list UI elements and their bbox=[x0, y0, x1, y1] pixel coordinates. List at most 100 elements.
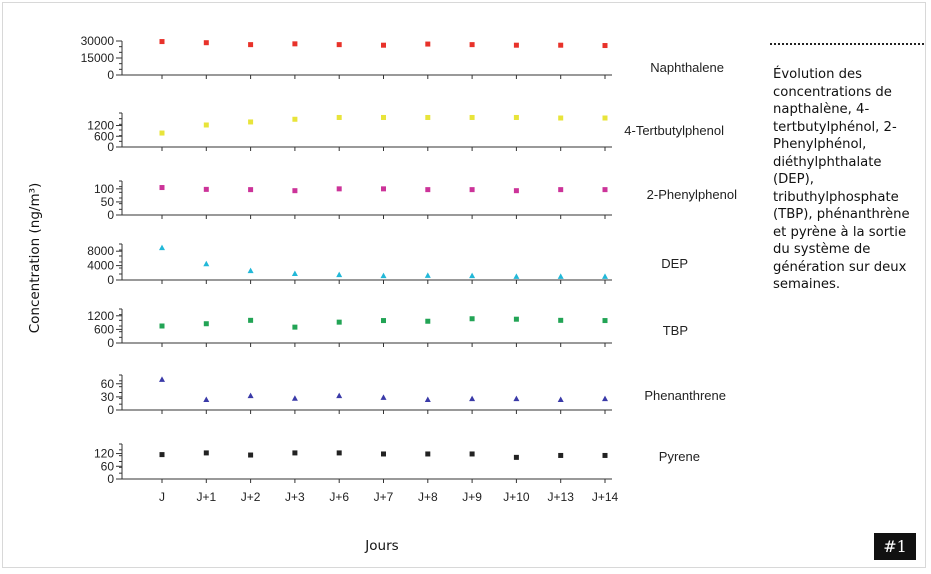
pyrene-point bbox=[558, 452, 564, 458]
naphthalene-y-tick-label: 0 bbox=[107, 68, 114, 82]
tbp-point bbox=[469, 316, 475, 322]
dep-point bbox=[203, 260, 210, 267]
4-tertbutylphenol-point bbox=[203, 122, 209, 128]
2-phenylphenol-series-label: 2-Phenylphenol bbox=[647, 187, 737, 202]
phenanthrene-y-tick-label: 60 bbox=[101, 377, 115, 391]
2-phenylphenol-point bbox=[469, 187, 475, 193]
tbp-point bbox=[513, 316, 519, 322]
4-tertbutylphenol-point bbox=[292, 116, 298, 122]
4-tertbutylphenol-point bbox=[248, 119, 254, 125]
naphthalene-y-tick-label: 30000 bbox=[81, 34, 115, 48]
pyrene-point bbox=[159, 452, 165, 458]
4-tertbutylphenol-y-tick-label: 1200 bbox=[87, 119, 114, 133]
pyrene-point bbox=[602, 452, 608, 458]
phenanthrene-point bbox=[513, 395, 520, 402]
phenanthrene-point bbox=[602, 395, 608, 402]
phenanthrene-point bbox=[469, 395, 476, 402]
4-tertbutylphenol-point bbox=[336, 114, 342, 120]
tbp-y-tick-label: 0 bbox=[107, 336, 114, 350]
2-phenylphenol-point bbox=[381, 186, 386, 192]
tbp-point bbox=[336, 319, 342, 325]
phenanthrene-point bbox=[291, 395, 298, 401]
tbp-point bbox=[248, 317, 254, 323]
2-phenylphenol-point bbox=[558, 187, 564, 193]
phenanthrene-point bbox=[336, 392, 343, 399]
2-phenylphenol-point bbox=[602, 187, 608, 193]
dep-point bbox=[602, 273, 608, 279]
dep-point bbox=[247, 267, 254, 274]
phenanthrene-point bbox=[159, 376, 165, 382]
tbp-point bbox=[203, 321, 209, 327]
2-phenylphenol-point bbox=[203, 186, 209, 192]
phenanthrene-y-tick-label: 30 bbox=[101, 390, 115, 404]
phenanthrene-y-tick-label: 0 bbox=[107, 403, 114, 417]
x-tick-label: J+6 bbox=[329, 490, 349, 504]
naphthalene-point bbox=[381, 42, 386, 48]
pyrene-point bbox=[292, 450, 298, 456]
dep-y-tick-label: 0 bbox=[107, 273, 114, 287]
tbp-point bbox=[602, 318, 608, 324]
dep-y-tick-label: 4000 bbox=[87, 259, 114, 273]
phenanthrene-series-label: Phenanthrene bbox=[644, 388, 726, 403]
2-phenylphenol-point bbox=[159, 185, 165, 191]
4-tertbutylphenol-point bbox=[469, 114, 475, 120]
pyrene-y-tick-label: 120 bbox=[94, 447, 114, 461]
4-tertbutylphenol-series-label: 4-Tertbutylphenol bbox=[624, 123, 724, 138]
2-phenylphenol-point bbox=[248, 187, 254, 193]
tbp-point bbox=[159, 323, 165, 329]
2-phenylphenol-y-tick-label: 100 bbox=[94, 182, 114, 196]
x-tick-label: J+2 bbox=[241, 490, 261, 504]
figure-caption: Évolution des concentrations de napthalè… bbox=[773, 67, 910, 292]
4-tertbutylphenol-point bbox=[558, 115, 564, 121]
dep-point bbox=[557, 273, 564, 279]
pyrene-series-label: Pyrene bbox=[659, 449, 700, 464]
tbp-point bbox=[292, 324, 298, 330]
naphthalene-point bbox=[513, 42, 519, 48]
naphthalene-point bbox=[425, 41, 431, 47]
tbp-point bbox=[558, 317, 564, 323]
naphthalene-y-tick-label: 15000 bbox=[81, 51, 115, 65]
pyrene-y-tick-label: 0 bbox=[107, 472, 114, 486]
tbp-point bbox=[425, 318, 431, 324]
naphthalene-point bbox=[248, 42, 254, 48]
4-tertbutylphenol-point bbox=[513, 114, 519, 120]
2-phenylphenol-point bbox=[292, 188, 298, 194]
pyrene-point bbox=[336, 450, 342, 456]
naphthalene-point bbox=[558, 42, 564, 48]
naphthalene-point bbox=[336, 42, 342, 48]
4-tertbutylphenol-point bbox=[602, 115, 608, 121]
tbp-y-tick-label: 1200 bbox=[87, 309, 114, 323]
tbp-y-tick-label: 600 bbox=[94, 322, 114, 336]
x-tick-label: J+9 bbox=[462, 490, 482, 504]
pyrene-point bbox=[203, 450, 209, 456]
dep-point bbox=[336, 271, 343, 278]
dep-point bbox=[159, 244, 165, 251]
naphthalene-point bbox=[602, 43, 608, 49]
naphthalene-point bbox=[469, 42, 475, 48]
tbp-point bbox=[381, 318, 386, 324]
pyrene-y-tick-label: 60 bbox=[101, 459, 115, 473]
4-tertbutylphenol-point bbox=[159, 130, 165, 136]
figure-number-badge: #1 bbox=[874, 533, 916, 560]
4-tertbutylphenol-point bbox=[425, 114, 431, 120]
2-phenylphenol-point bbox=[336, 186, 342, 192]
naphthalene-point bbox=[292, 41, 298, 47]
pyrene-point bbox=[381, 451, 386, 457]
x-tick-label: J+1 bbox=[196, 490, 216, 504]
phenanthrene-point bbox=[247, 392, 254, 399]
phenanthrene-point bbox=[557, 396, 564, 402]
2-phenylphenol-point bbox=[513, 188, 519, 194]
figure-border bbox=[2, 2, 926, 568]
phenanthrene-point bbox=[203, 396, 210, 402]
x-tick-label: J+13 bbox=[548, 490, 575, 504]
dep-y-tick-label: 8000 bbox=[87, 244, 114, 258]
4-tertbutylphenol-y-tick-label: 600 bbox=[94, 129, 114, 143]
pyrene-point bbox=[248, 452, 254, 458]
2-phenylphenol-y-tick-label: 50 bbox=[101, 195, 115, 209]
dep-point bbox=[380, 272, 387, 279]
4-tertbutylphenol-point bbox=[381, 114, 386, 120]
2-phenylphenol-y-tick-label: 0 bbox=[107, 208, 114, 222]
pyrene-point bbox=[469, 451, 475, 457]
